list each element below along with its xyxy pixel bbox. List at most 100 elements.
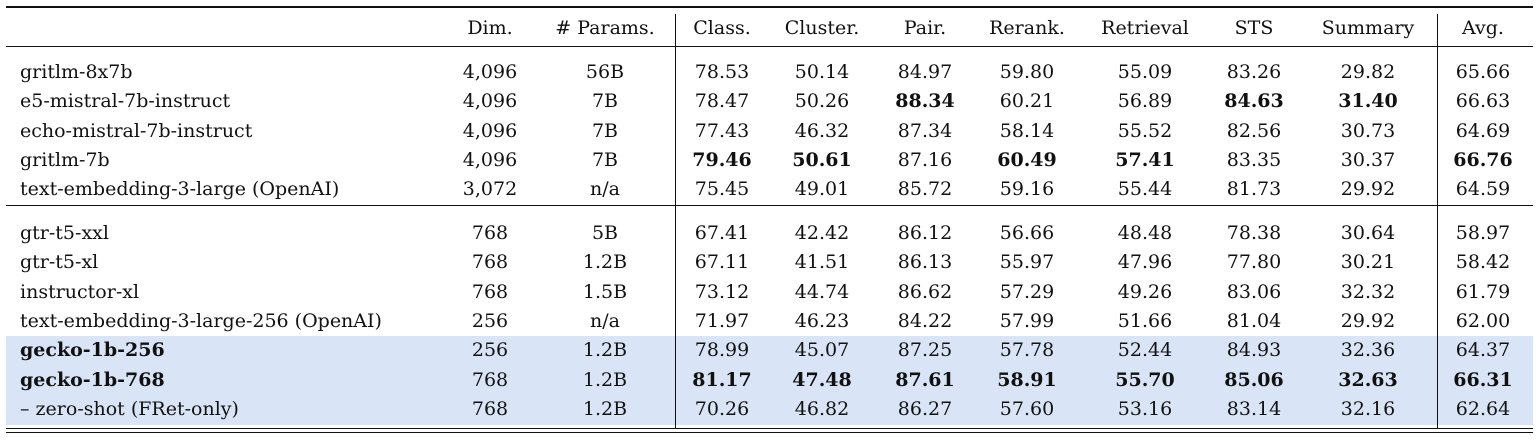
model-name: gtr-t5-xl [20,251,99,274]
table-cell: 1.2B [582,251,628,274]
table-cell: 86.62 [897,280,953,303]
table-cell: 45.07 [794,339,850,362]
table-cell: 29.92 [1340,178,1396,201]
table-cell: 62.00 [1455,309,1511,332]
table-cell: 84.63 [1224,90,1284,113]
table-cell: 75.45 [694,178,750,201]
table-cell: 55.44 [1117,178,1173,201]
table-cell: 1.2B [582,368,628,391]
table-cell: 66.31 [1453,368,1513,391]
model-name: instructor-xl [20,280,140,303]
table-cell: 79.46 [692,148,752,171]
table-cell: 56B [585,61,625,83]
table-cell: 66.63 [1455,90,1511,113]
table-cell: 83.35 [1226,148,1282,171]
column-header: Rerank. [989,17,1065,39]
table-cell: 55.70 [1115,368,1175,391]
table-cell: 42.42 [794,222,850,244]
table-cell: 84.97 [897,61,953,83]
model-name: gecko-1b-256 [20,339,165,362]
table-cell: 61.79 [1455,280,1511,303]
table-cell: 53.16 [1117,397,1173,420]
table-cell: 57.78 [999,339,1055,362]
table-cell: 87.25 [897,339,953,362]
table-cell: 86.13 [897,251,953,274]
model-name: gtr-t5-xxl [20,222,109,244]
table-cell: 58.42 [1455,251,1511,274]
table-cell: 58.91 [997,368,1057,391]
table-cell: 85.72 [897,178,953,201]
table-cell: 56.66 [999,222,1055,244]
table-cell: 32.32 [1340,280,1396,303]
table-cell: 50.14 [794,61,850,83]
table-cell: 60.49 [997,148,1057,171]
table-cell: 32.63 [1338,368,1398,391]
table-cell: 82.56 [1226,119,1282,142]
table-cell: 67.41 [694,222,750,244]
table-cell: 49.01 [794,178,850,201]
table-cell: 32.36 [1340,339,1396,362]
table-cell: 88.34 [895,90,955,113]
table-cell: 84.93 [1226,339,1282,362]
table-cell: 78.47 [694,90,750,113]
table-cell: 4,096 [462,119,518,142]
table-cell: n/a [590,309,620,332]
bottom-rule [6,428,1533,429]
column-header: Avg. [1462,17,1504,39]
table-cell: 83.06 [1226,280,1282,303]
table-cell: 46.23 [794,309,850,332]
table-cell: 87.34 [897,119,953,142]
table-cell: 29.82 [1340,61,1396,83]
table-cell: 1.2B [582,339,628,362]
column-header: Summary [1321,17,1415,39]
model-name: gritlm-8x7b [20,61,133,83]
table-cell: 50.26 [794,90,850,113]
table-cell: 30.64 [1340,222,1396,244]
table-cell: 46.82 [794,397,850,420]
table-cell: 67.11 [694,251,750,274]
row-highlight [6,365,1533,396]
table-cell: 66.76 [1453,148,1513,171]
table-cell: 7B [591,148,619,171]
table-cell: 44.74 [794,280,850,303]
table-cell: 1.2B [582,397,628,420]
table-cell: 256 [471,339,509,362]
table-cell: 71.97 [694,309,750,332]
table-cell: 768 [471,280,509,303]
table-cell: 47.48 [792,368,852,391]
table-cell: 86.12 [897,222,953,244]
table-cell: 60.21 [999,90,1055,113]
table-cell: 768 [471,368,509,391]
table-cell: 65.66 [1455,61,1511,83]
table-cell: 30.21 [1340,251,1396,274]
table-cell: 57.41 [1115,148,1175,171]
table-cell: 47.96 [1117,251,1173,274]
model-name: gecko-1b-768 [20,368,165,391]
table-cell: 64.59 [1455,178,1511,201]
table-cell: 62.64 [1455,397,1511,420]
table-cell: 4,096 [462,148,518,171]
table-cell: 78.53 [694,61,750,83]
table-cell: 64.37 [1455,339,1511,362]
table-cell: 52.44 [1117,339,1173,362]
table-cell: 4,096 [462,90,518,113]
table-cell: 87.61 [895,368,955,391]
column-header: Cluster. [784,17,860,39]
column-header: STS [1234,17,1274,39]
row-highlight [6,335,1533,366]
model-name: text-embedding-3-large-256 (OpenAI) [20,309,382,332]
column-header: Retrieval [1101,17,1189,39]
table-cell: 256 [471,309,509,332]
table-cell: 85.06 [1224,368,1284,391]
table-cell: 59.16 [999,178,1055,201]
table-cell: 30.73 [1340,119,1396,142]
table-cell: 768 [471,251,509,274]
table-cell: 77.43 [694,119,750,142]
table-cell: 57.29 [999,280,1055,303]
table-cell: 84.22 [897,309,953,332]
table-cell: 7B [591,119,619,142]
bottom-rule [6,432,1533,433]
group-rule [6,205,1533,206]
column-header: Dim. [467,17,513,39]
